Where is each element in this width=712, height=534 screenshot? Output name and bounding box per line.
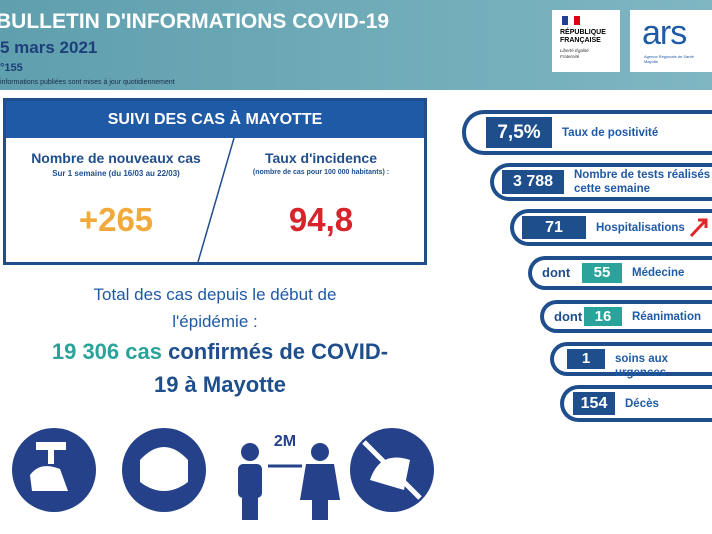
- total-count: 19 306 cas: [51, 339, 162, 364]
- new-cases-period: Sur 1 semaine (du 16/03 au 22/03): [52, 169, 180, 178]
- incidence-label: Taux d'incidence: [265, 150, 377, 166]
- note: informations publiées sont mises à jour …: [0, 79, 175, 86]
- total-intro: Total des cas depuis le début de l'épidé…: [93, 285, 337, 331]
- stat-value: 154: [573, 392, 615, 415]
- divider: [197, 138, 235, 262]
- distance-label: 2M: [274, 433, 296, 450]
- stat-pill: 7,5% Taux de positivité: [462, 110, 712, 155]
- stat-label: Décès: [625, 397, 659, 410]
- new-cases-label: Nombre de nouveaux cas: [31, 150, 201, 166]
- stat-label: Hospitalisations: [596, 221, 685, 234]
- logo-ars: ars Agence Régionale de Santé Mayotte: [630, 10, 712, 72]
- stat-value: 71: [522, 216, 586, 239]
- header: BULLETIN D'INFORMATIONS COVID-19 5 mars …: [0, 0, 712, 90]
- stat-pill: dont 55 Médecine: [528, 256, 712, 290]
- flag: [562, 16, 580, 25]
- stat-value: 55: [582, 263, 622, 283]
- bulletin-number: °155: [0, 62, 23, 74]
- total-text: 19 306 cas confirmés de COVID-19 à Mayot…: [40, 335, 400, 401]
- stat-value: 16: [584, 307, 622, 326]
- stat-pill: 3 788 Nombre de tests réalisés cette sema…: [490, 163, 712, 201]
- new-cases-value: +265: [78, 201, 154, 238]
- title: BULLETIN D'INFORMATIONS COVID-19: [0, 10, 390, 33]
- stat-label: soins aux urgences: [615, 353, 669, 379]
- cases-box: SUIVI DES CAS À MAYOTTE Nombre de nouvea…: [3, 98, 427, 265]
- icons: 2M: [12, 428, 434, 520]
- incidence-value: 94,8: [288, 201, 354, 238]
- ars-subtitle: Agence Régionale de Santé Mayotte: [644, 54, 694, 64]
- up-arrow: [689, 218, 708, 238]
- stat-value: 7,5%: [486, 117, 552, 148]
- stat-prefix: dont: [554, 308, 583, 324]
- stat-value: 3 788: [502, 170, 564, 194]
- logo-rf: RÉPUBLIQUE FRANÇAISE Liberté Égalité Fra…: [552, 10, 620, 72]
- rf-name: RÉPUBLIQUE FRANÇAISE: [560, 29, 606, 44]
- rf-motto: Liberté Égalité Fraternité: [560, 48, 589, 59]
- incidence-note: (nombre de cas pour 100 000 habitants) :: [252, 169, 390, 176]
- ars-name: ars: [642, 14, 687, 52]
- stat-pill: dont 16 Réanimation: [540, 300, 712, 333]
- stat-pill: 154 Décès: [560, 385, 712, 422]
- stat-value: 1: [567, 349, 605, 369]
- stat-label: Nombre de tests réalisés cette semaine: [574, 169, 711, 195]
- box-title: SUIVI DES CAS À MAYOTTE: [6, 101, 424, 138]
- stat-prefix: dont: [542, 265, 571, 280]
- stat-label: Taux de positivité: [562, 126, 659, 139]
- stat-pill: 1 soins aux urgences: [550, 342, 712, 379]
- total-rest: confirmés de COVID-19 à Mayotte: [153, 339, 389, 397]
- stat-label: Réanimation: [632, 310, 702, 323]
- stat-label: Médecine: [632, 267, 685, 279]
- stat-pill: 71 Hospitalisations: [510, 209, 712, 246]
- date: 5 mars 2021: [0, 38, 98, 57]
